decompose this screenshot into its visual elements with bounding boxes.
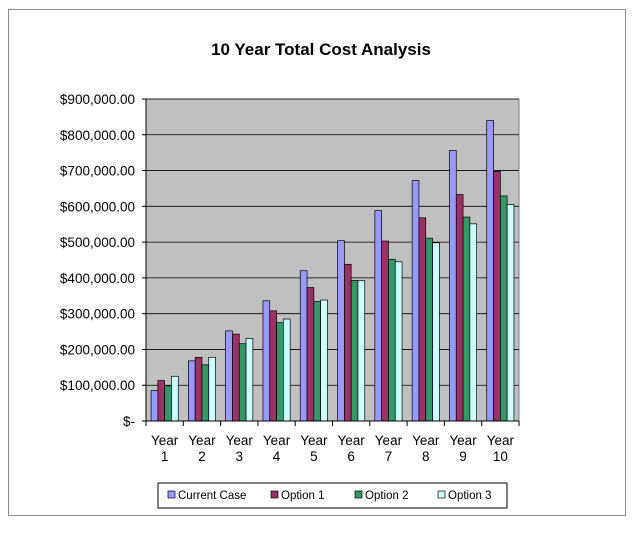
bar-option-3-4 [283, 318, 291, 422]
x-tick-label: 2 [198, 449, 206, 464]
legend-swatch-option-3 [437, 490, 446, 499]
bar-option-1-9 [455, 194, 464, 422]
y-tick-label: $300,000.00 [60, 307, 135, 322]
x-tick-label: Year [300, 433, 328, 448]
bar-option-1-6 [344, 263, 352, 422]
legend-label: Current Case [178, 490, 246, 502]
x-tick-label: 4 [273, 449, 281, 464]
x-tick-label: 5 [310, 449, 318, 464]
bar-current-case-2 [188, 360, 196, 422]
y-tick-label: $500,000.00 [60, 235, 135, 250]
bar-option-2-9 [462, 216, 471, 422]
x-tick-label: 7 [385, 449, 393, 464]
x-tick-label: 10 [493, 449, 508, 464]
bar-option-3-5 [320, 299, 328, 422]
legend-swatch-current-case [167, 490, 176, 499]
bar-option-3-8 [432, 242, 440, 422]
bar-option-2-1 [164, 385, 172, 422]
x-tick-label: Year [375, 433, 403, 448]
y-tick-label: $200,000.00 [60, 342, 135, 357]
bar-option-2-5 [313, 301, 322, 422]
bar-option-2-6 [350, 280, 359, 422]
bar-option-3-2 [208, 356, 216, 422]
x-tick-label: 8 [422, 449, 430, 464]
y-tick-label: $600,000.00 [60, 199, 135, 214]
y-tick-label: $700,000.00 [60, 164, 135, 179]
bar-option-1-3 [232, 333, 240, 422]
bar-option-2-8 [425, 237, 433, 422]
legend-swatch-option-1 [270, 490, 279, 499]
bar-option-2-2 [201, 364, 210, 422]
chart-canvas: 10 Year Total Cost Analysis $- $100,000.0… [60, 40, 520, 509]
bar-option-1-4 [269, 310, 277, 422]
x-tick-label: Year [449, 433, 477, 448]
chart-frame: 10 Year Total Cost Analysis $- $100,000.0… [8, 9, 626, 516]
bar-option-3-10 [506, 204, 515, 422]
x-tick-label: 9 [459, 449, 467, 464]
x-tick-label: 3 [235, 449, 243, 464]
x-tick-label: 1 [161, 449, 169, 464]
bar-current-case-5 [299, 270, 308, 422]
y-tick-label: $900,000.00 [60, 92, 135, 107]
bar-current-case-9 [449, 150, 457, 422]
x-tick-label: Year [151, 433, 179, 448]
bar-option-2-3 [238, 343, 247, 422]
bar-option-3-3 [245, 338, 254, 422]
legend-swatch-option-2 [354, 490, 363, 499]
x-tick-label: Year [263, 433, 291, 448]
legend-box [157, 482, 508, 509]
legend-label: Option 1 [281, 490, 324, 502]
chart-title: 10 Year Total Cost Analysis [211, 40, 431, 59]
bar-option-1-2 [194, 356, 203, 422]
bar-option-3-7 [394, 261, 403, 422]
bar-current-case-10 [486, 120, 494, 422]
bar-current-case-1 [150, 390, 159, 422]
bar-option-1-8 [418, 217, 427, 422]
y-tick-label: $800,000.00 [60, 128, 135, 143]
x-tick-label: Year [487, 433, 515, 448]
bar-option-1-10 [493, 170, 501, 422]
bar-current-case-3 [225, 330, 233, 422]
bar-current-case-6 [337, 240, 345, 422]
x-tick-label: Year [226, 433, 254, 448]
bar-option-1-1 [157, 380, 166, 422]
plot-area: $- $100,000.00 $200,000.00 $300,000.00 $400,… [60, 92, 520, 464]
bar-option-2-10 [500, 195, 508, 422]
bar-current-case-7 [374, 210, 383, 422]
bar-current-case-8 [411, 180, 420, 422]
x-tick-label: Year [338, 433, 366, 448]
y-tick-label: $400,000.00 [60, 271, 135, 286]
bar-option-1-7 [381, 240, 389, 422]
bar-option-1-5 [306, 287, 315, 422]
x-tick-label: 6 [347, 449, 355, 464]
bar-option-2-4 [276, 322, 284, 422]
x-tick-label: Year [412, 433, 440, 448]
x-tick-label: Year [188, 433, 216, 448]
legend-label: Option 3 [448, 490, 491, 502]
legend-label: Option 2 [365, 490, 408, 502]
y-tick-label: $100,000.00 [60, 378, 135, 393]
bar-option-3-9 [469, 223, 478, 422]
y-tick-label: $- [123, 414, 135, 429]
bar-option-2-7 [388, 258, 396, 422]
bar-current-case-4 [262, 300, 271, 422]
legend: Current Case Option 1 Option 2 Option 3 [157, 482, 508, 509]
bar-option-3-6 [357, 280, 366, 422]
bar-option-3-1 [171, 375, 179, 422]
